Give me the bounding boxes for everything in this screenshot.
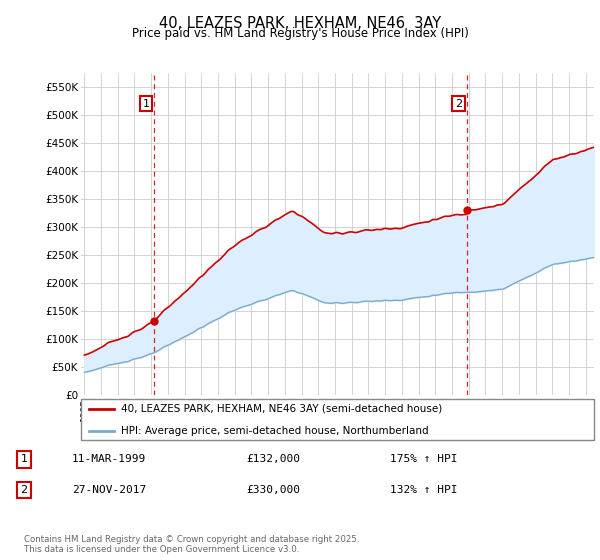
Text: 132% ↑ HPI: 132% ↑ HPI: [390, 485, 458, 495]
Text: 1: 1: [143, 99, 149, 109]
Text: 40, LEAZES PARK, HEXHAM, NE46  3AY: 40, LEAZES PARK, HEXHAM, NE46 3AY: [159, 16, 441, 31]
Text: 2: 2: [20, 485, 28, 495]
Text: 11-MAR-1999: 11-MAR-1999: [72, 454, 146, 464]
Text: 40, LEAZES PARK, HEXHAM, NE46 3AY (semi-detached house): 40, LEAZES PARK, HEXHAM, NE46 3AY (semi-…: [121, 404, 442, 414]
Text: £330,000: £330,000: [246, 485, 300, 495]
FancyBboxPatch shape: [81, 399, 594, 440]
Text: Contains HM Land Registry data © Crown copyright and database right 2025.
This d: Contains HM Land Registry data © Crown c…: [24, 535, 359, 554]
Text: 1: 1: [20, 454, 28, 464]
Text: £132,000: £132,000: [246, 454, 300, 464]
Text: 2: 2: [455, 99, 462, 109]
Text: 175% ↑ HPI: 175% ↑ HPI: [390, 454, 458, 464]
Text: 27-NOV-2017: 27-NOV-2017: [72, 485, 146, 495]
Text: Price paid vs. HM Land Registry's House Price Index (HPI): Price paid vs. HM Land Registry's House …: [131, 27, 469, 40]
Text: HPI: Average price, semi-detached house, Northumberland: HPI: Average price, semi-detached house,…: [121, 426, 428, 436]
